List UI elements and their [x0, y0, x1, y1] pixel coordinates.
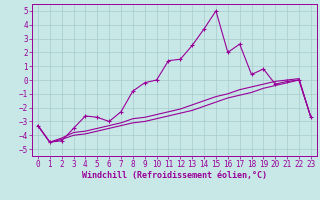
- X-axis label: Windchill (Refroidissement éolien,°C): Windchill (Refroidissement éolien,°C): [82, 171, 267, 180]
